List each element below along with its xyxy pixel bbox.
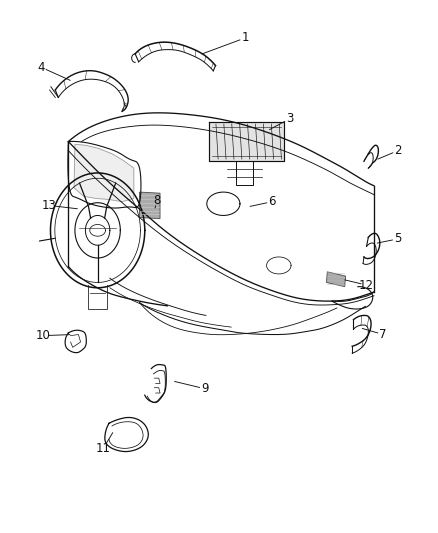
Text: 2: 2 <box>394 144 402 157</box>
Text: 5: 5 <box>394 232 402 245</box>
Text: 13: 13 <box>41 199 56 212</box>
Text: 3: 3 <box>286 112 293 125</box>
Text: 6: 6 <box>268 195 276 208</box>
Text: 10: 10 <box>36 329 51 342</box>
Text: 1: 1 <box>241 31 249 44</box>
Text: 9: 9 <box>201 382 209 395</box>
Polygon shape <box>209 122 284 161</box>
Polygon shape <box>74 144 134 201</box>
Text: 4: 4 <box>37 61 45 74</box>
Text: 11: 11 <box>96 442 111 455</box>
Text: 8: 8 <box>153 194 161 207</box>
Polygon shape <box>140 192 160 219</box>
Polygon shape <box>326 272 346 287</box>
Text: 12: 12 <box>359 279 374 292</box>
Text: 7: 7 <box>379 328 387 341</box>
